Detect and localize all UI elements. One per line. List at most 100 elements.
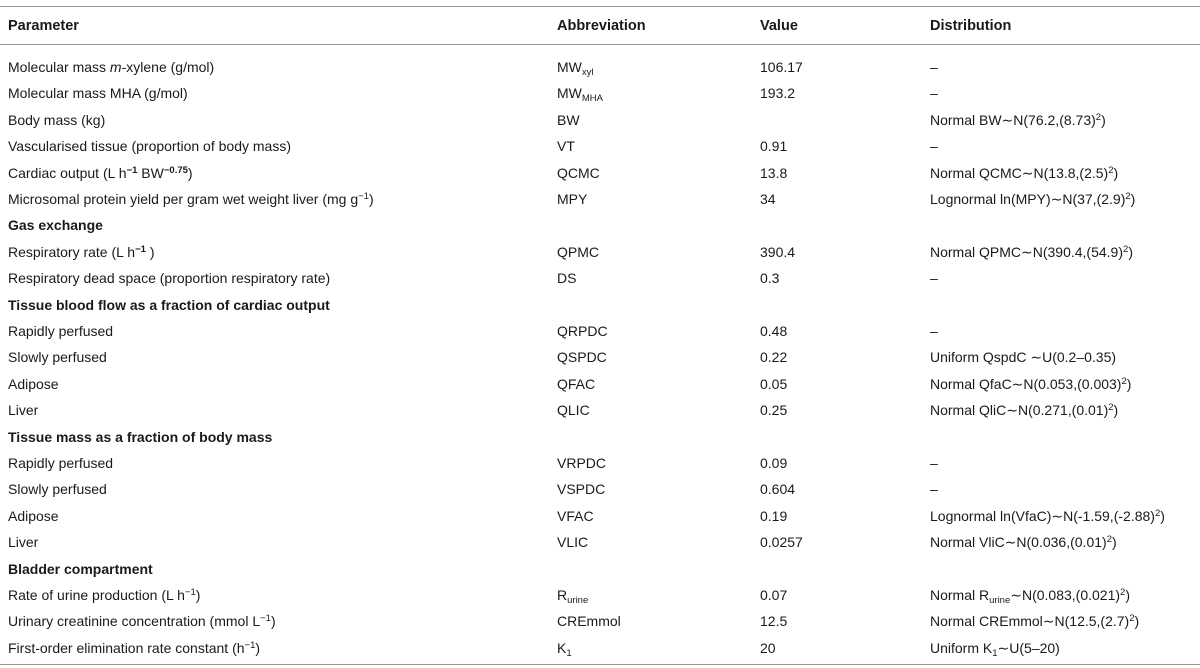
- parameter-cell: First-order elimination rate constant (h…: [8, 639, 261, 656]
- value-cell: 0.22: [760, 349, 788, 366]
- distribution-cell: Normal BW∼N(76.2,(8.73)2): [930, 111, 1106, 128]
- distribution-cell: –: [930, 59, 938, 75]
- value-cell: 0.19: [760, 507, 788, 524]
- abbreviation-cell: VSPDC: [557, 481, 606, 498]
- table-header-row: Parameter Abbreviation Value Distributio…: [0, 13, 1200, 39]
- abbreviation-cell: MPY: [557, 191, 588, 207]
- table-row: Adipose VFAC 0.19 Lognormal ln(VfaC)∼N(-…: [0, 503, 1200, 529]
- distribution-cell: Normal VliC∼N(0.036,(0.01)2): [930, 534, 1117, 551]
- header-value: Value: [760, 18, 798, 34]
- parameter-cell: Respiratory rate (L h−1 ): [8, 243, 155, 260]
- distribution-cell: –: [930, 323, 938, 339]
- distribution-cell: –: [930, 270, 938, 287]
- header-rule: [0, 44, 1200, 45]
- abbreviation-cell: QLIC: [557, 402, 590, 419]
- distribution-cell: Lognormal ln(VfaC)∼N(-1.59,(-2.88)2): [930, 507, 1165, 524]
- value-cell: 0.07: [760, 587, 788, 603]
- value-cell: 34: [760, 191, 776, 207]
- distribution-cell: Normal QliC∼N(0.271,(0.01)2): [930, 402, 1119, 419]
- parameter-cell: Liver: [8, 402, 39, 419]
- parameter-cell: Slowly perfused: [8, 349, 107, 366]
- table-row: First-order elimination rate constant (h…: [0, 635, 1200, 661]
- distribution-cell: –: [930, 455, 938, 471]
- parameter-cell: Body mass (kg): [8, 111, 106, 128]
- value-cell: 0.09: [760, 455, 788, 471]
- table-row: Molecular mass MHA (g/mol) MWMHA 193.2 –: [0, 80, 1200, 106]
- abbreviation-cell: VT: [557, 138, 575, 155]
- table-row: Adipose QFAC 0.05 Normal QfaC∼N(0.053,(0…: [0, 371, 1200, 397]
- header-abbreviation: Abbreviation: [557, 18, 646, 34]
- section-heading: Tissue blood flow as a fraction of cardi…: [8, 296, 330, 313]
- abbreviation-cell: QRPDC: [557, 323, 608, 339]
- parameter-cell: Adipose: [8, 507, 59, 524]
- table-row: Liver QLIC 0.25 Normal QliC∼N(0.271,(0.0…: [0, 397, 1200, 423]
- header-parameter: Parameter: [8, 18, 79, 34]
- distribution-cell: –: [930, 481, 938, 498]
- value-cell: 0.604: [760, 481, 796, 498]
- value-cell: 0.05: [760, 375, 788, 392]
- parameter-cell: Rate of urine production (L h−1): [8, 587, 201, 603]
- table-row: Vascularised tissue (proportion of body …: [0, 133, 1200, 159]
- value-cell: 390.4: [760, 243, 796, 260]
- table-row: Slowly perfused QSPDC 0.22 Uniform QspdC…: [0, 344, 1200, 370]
- distribution-cell: –: [930, 138, 938, 155]
- parameter-cell: Respiratory dead space (proportion respi…: [8, 270, 331, 287]
- abbreviation-cell: QCMC: [557, 164, 600, 181]
- table-row: Microsomal protein yield per gram wet we…: [0, 186, 1200, 212]
- section-row: Gas exchange: [0, 212, 1200, 238]
- abbreviation-cell: DS: [557, 270, 577, 287]
- section-row: Tissue mass as a fraction of body mass: [0, 424, 1200, 450]
- top-rule: [0, 6, 1200, 7]
- abbreviation-cell: CREmmol: [557, 613, 621, 630]
- distribution-cell: Normal CREmmol∼N(12.5,(2.7)2): [930, 613, 1140, 630]
- parameter-cell: Microsomal protein yield per gram wet we…: [8, 191, 374, 207]
- distribution-cell: Normal QfaC∼N(0.053,(0.003)2): [930, 375, 1132, 392]
- value-cell: 0.48: [760, 323, 788, 339]
- table-row: Rapidly perfused QRPDC 0.48 –: [0, 318, 1200, 344]
- abbreviation-cell: Rurine: [557, 587, 589, 606]
- table-row: Respiratory dead space (proportion respi…: [0, 265, 1200, 291]
- parameter-cell: Rapidly perfused: [8, 455, 114, 471]
- parameter-cell: Molecular mass MHA (g/mol): [8, 85, 188, 102]
- abbreviation-cell: VRPDC: [557, 455, 607, 471]
- distribution-cell: Uniform QspdC ∼U(0.2–0.35): [930, 349, 1117, 366]
- parameter-cell: Urinary creatinine concentration (mmol L…: [8, 613, 276, 630]
- value-cell: 13.8: [760, 164, 788, 181]
- abbreviation-cell: BW: [557, 111, 580, 128]
- bottom-rule: [0, 664, 1200, 665]
- parameter-cell: Vascularised tissue (proportion of body …: [8, 138, 291, 155]
- section-row: Bladder compartment: [0, 556, 1200, 582]
- section-heading: Gas exchange: [8, 217, 103, 234]
- table-row: Body mass (kg) BW Normal BW∼N(76.2,(8.73…: [0, 107, 1200, 133]
- section-heading: Tissue mass as a fraction of body mass: [8, 428, 273, 445]
- distribution-cell: –: [930, 85, 938, 102]
- table-row: Rate of urine production (L h−1) Rurine …: [0, 582, 1200, 608]
- table-row: Urinary creatinine concentration (mmol L…: [0, 608, 1200, 634]
- table-row: Rapidly perfused VRPDC 0.09 –: [0, 450, 1200, 476]
- distribution-cell: Normal QPMC∼N(390.4,(54.9)2): [930, 243, 1133, 260]
- abbreviation-cell: QSPDC: [557, 349, 607, 366]
- table-row: Liver VLIC 0.0257 Normal VliC∼N(0.036,(0…: [0, 529, 1200, 555]
- value-cell: 0.91: [760, 138, 788, 155]
- distribution-cell: Lognormal ln(MPY)∼N(37,(2.9)2): [930, 191, 1136, 207]
- abbreviation-cell: QFAC: [557, 375, 596, 392]
- header-distribution: Distribution: [930, 18, 1012, 34]
- parameter-cell: Rapidly perfused: [8, 323, 114, 339]
- abbreviation-cell: MWxyl: [557, 59, 594, 78]
- abbreviation-cell: MWMHA: [557, 85, 604, 105]
- value-cell: 12.5: [760, 613, 788, 630]
- value-cell: 0.25: [760, 402, 788, 419]
- table-row: Cardiac output (L h−1 BW−0.75) QCMC 13.8…: [0, 160, 1200, 186]
- abbreviation-cell: K1: [557, 639, 572, 659]
- parameter-cell: Adipose: [8, 375, 59, 392]
- section-row: Tissue blood flow as a fraction of cardi…: [0, 292, 1200, 318]
- abbreviation-cell: VFAC: [557, 507, 594, 524]
- value-cell: 0.0257: [760, 534, 803, 551]
- table-row: Slowly perfused VSPDC 0.604 –: [0, 476, 1200, 502]
- parameter-cell: Cardiac output (L h−1 BW−0.75): [8, 164, 193, 181]
- value-cell: 20: [760, 639, 776, 656]
- value-cell: 0.3: [760, 270, 780, 287]
- distribution-cell: Normal QCMC∼N(13.8,(2.5)2): [930, 164, 1119, 181]
- parameter-cell: Slowly perfused: [8, 481, 107, 498]
